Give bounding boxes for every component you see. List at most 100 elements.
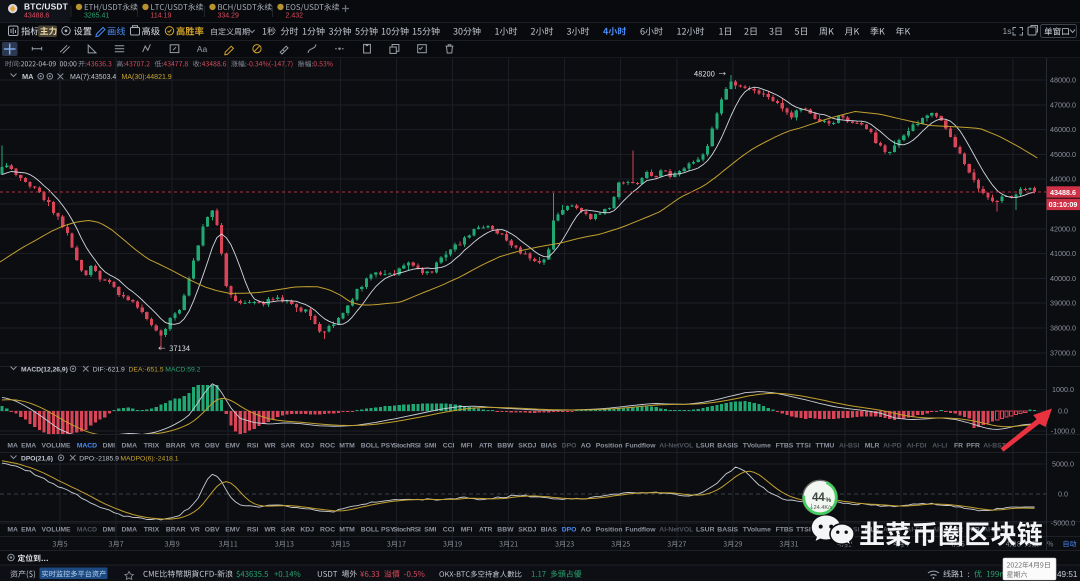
svg-text:47000.0: 47000.0 [1050, 100, 1076, 109]
svg-text:AI-BSI: AI-BSI [839, 443, 860, 450]
svg-text:BBW: BBW [497, 527, 514, 534]
svg-text:MTM: MTM [339, 443, 355, 450]
svg-text:44: 44 [812, 492, 825, 504]
svg-text:FR: FR [954, 527, 963, 534]
svg-text:TRIX: TRIX [144, 443, 160, 450]
svg-text:DPO(21,6): DPO(21,6) [21, 455, 53, 462]
svg-text:LSUR: LSUR [696, 443, 715, 450]
svg-text:43488.6: 43488.6 [1050, 188, 1076, 197]
svg-text:PSY: PSY [381, 527, 395, 534]
svg-text:AO: AO [581, 527, 591, 534]
svg-text:MADPO(6):-2418.1: MADPO(6):-2418.1 [120, 455, 178, 462]
svg-text:BOLL: BOLL [361, 527, 380, 534]
svg-text:FTBS: FTBS [776, 527, 794, 534]
svg-text:MFI: MFI [461, 443, 473, 450]
svg-text:5000.0: 5000.0 [1052, 460, 1074, 469]
svg-text:DMA: DMA [122, 527, 138, 534]
svg-text:MACD:59.2: MACD:59.2 [165, 366, 200, 373]
svg-text:ATR: ATR [479, 443, 493, 450]
svg-text:Fundflow: Fundflow [625, 527, 656, 534]
svg-text:RSI: RSI [247, 527, 258, 534]
svg-text:SAR: SAR [281, 527, 295, 534]
svg-text:AI-FDI: AI-FDI [907, 443, 927, 450]
svg-text:BASIS: BASIS [717, 443, 738, 450]
svg-text:WR: WR [264, 443, 275, 450]
svg-text:PSY: PSY [381, 443, 395, 450]
svg-text:SKDJ: SKDJ [518, 527, 536, 534]
svg-text:1000.0: 1000.0 [1052, 385, 1074, 394]
svg-text:BIAS: BIAS [541, 527, 558, 534]
svg-text:46000.0: 46000.0 [1050, 125, 1076, 134]
svg-text:Position: Position [596, 443, 623, 450]
svg-text:DMA: DMA [122, 443, 138, 450]
svg-text:AI-NetVOL: AI-NetVOL [659, 527, 693, 534]
svg-text:SAR: SAR [281, 443, 295, 450]
svg-text:44000.0: 44000.0 [1050, 175, 1076, 184]
svg-text:MLR: MLR [865, 527, 880, 534]
svg-text:SMI: SMI [424, 527, 436, 534]
svg-text:Aa: Aa [197, 44, 208, 54]
svg-text:EMV: EMV [225, 527, 240, 534]
svg-text:49:51: 49:51 [1057, 570, 1078, 579]
svg-text:VOLUME: VOLUME [42, 527, 72, 534]
svg-text:-1000.0: -1000.0 [1051, 427, 1075, 436]
svg-text:SMI: SMI [424, 443, 436, 450]
svg-text:DPO: DPO [562, 527, 577, 534]
svg-text:114.19: 114.19 [151, 12, 172, 19]
svg-text:VOLUME: VOLUME [42, 443, 72, 450]
svg-text:FTBS: FTBS [776, 443, 794, 450]
svg-text:MACD: MACD [77, 527, 97, 534]
svg-text:AO: AO [581, 443, 591, 450]
svg-text:BOLL: BOLL [361, 443, 380, 450]
svg-text:41000.0: 41000.0 [1050, 249, 1076, 258]
svg-text:Position: Position [596, 527, 623, 534]
svg-text:LSUR: LSUR [696, 527, 715, 534]
svg-text:-5000.0: -5000.0 [1051, 518, 1075, 527]
svg-text:0.0: 0.0 [1058, 407, 1068, 416]
svg-text:BRAR: BRAR [166, 443, 186, 450]
svg-text:VR: VR [190, 443, 200, 450]
svg-text:MACD(12,26,9): MACD(12,26,9) [21, 366, 68, 373]
svg-text:WR: WR [264, 527, 275, 534]
svg-text:MA: MA [7, 443, 18, 450]
svg-text:BTC/USDT: BTC/USDT [24, 2, 69, 12]
svg-text:45000.0: 45000.0 [1050, 150, 1076, 159]
svg-text:MA(7):43503.4: MA(7):43503.4 [70, 74, 116, 81]
svg-text:KDJ: KDJ [300, 443, 314, 450]
svg-text:BASIS: BASIS [717, 527, 738, 534]
svg-text:%: % [826, 497, 832, 504]
svg-text:2.432: 2.432 [286, 12, 304, 19]
svg-text:MTM: MTM [339, 527, 355, 534]
svg-text:1s: 1s [1003, 26, 1012, 36]
svg-text:Fundflow: Fundflow [625, 443, 656, 450]
svg-text:48000.0: 48000.0 [1050, 76, 1076, 85]
svg-text:DPO: DPO [562, 443, 577, 450]
svg-text:OBV: OBV [205, 527, 220, 534]
svg-text:38000.0: 38000.0 [1050, 324, 1076, 333]
svg-text:TTMU: TTMU [815, 443, 834, 450]
svg-text:MFI: MFI [461, 527, 473, 534]
svg-text:MACD: MACD [77, 443, 97, 450]
svg-text:TRIX: TRIX [144, 527, 160, 534]
svg-text:VR: VR [190, 527, 200, 534]
svg-text:PFR: PFR [966, 443, 980, 450]
svg-text:DIF:-621.9: DIF:-621.9 [93, 366, 125, 373]
svg-text:BRAR: BRAR [166, 527, 186, 534]
svg-text:AI-BST: AI-BST [983, 443, 1007, 450]
svg-text:MA(30):44821.9: MA(30):44821.9 [122, 74, 172, 81]
svg-text:MA: MA [22, 72, 34, 81]
svg-text:AI-LI: AI-LI [932, 443, 947, 450]
svg-text:SKDJ: SKDJ [518, 443, 536, 450]
svg-text:334.29: 334.29 [218, 12, 240, 19]
svg-text:43488.6: 43488.6 [24, 12, 49, 19]
svg-text:ROC: ROC [320, 443, 335, 450]
svg-text:ATR: ATR [479, 527, 493, 534]
svg-text:0.0: 0.0 [1058, 490, 1068, 499]
svg-text:03:10:09: 03:10:09 [1049, 200, 1078, 209]
svg-text:RSI: RSI [247, 443, 258, 450]
svg-text:OBV: OBV [205, 443, 220, 450]
svg-text:EMA: EMA [21, 443, 36, 450]
svg-text:EMA: EMA [21, 527, 36, 534]
svg-text:FR: FR [954, 443, 963, 450]
svg-text:DEA:-651.5: DEA:-651.5 [129, 366, 164, 373]
